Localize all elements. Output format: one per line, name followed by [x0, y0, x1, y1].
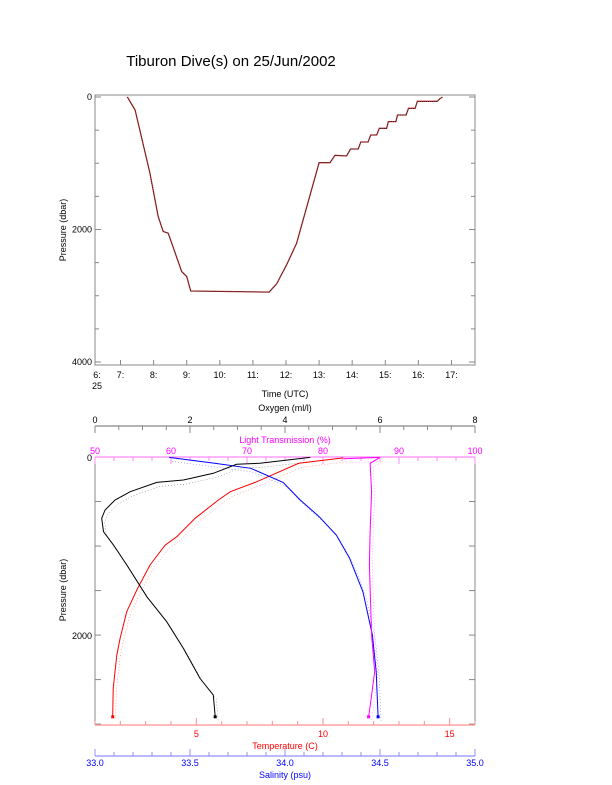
temperature-profile-line	[112, 457, 344, 717]
y-axis-label: Pressure (dbar)	[58, 199, 68, 262]
temperature-end-marker	[111, 715, 115, 719]
dive-pressure-line	[126, 96, 443, 293]
oxygen-tick-label: 0	[92, 415, 97, 425]
salinity-profile-line	[169, 456, 379, 717]
x-tick-label: 11:	[247, 370, 259, 380]
oxygen-end-marker	[213, 715, 217, 719]
y-axis-label: Pressure (dbar)	[58, 559, 68, 622]
temperature-tick-label: 15	[445, 729, 455, 739]
salinity-axis-title: Salinity (psu)	[259, 770, 311, 780]
x-tick-label: 8:	[150, 370, 158, 380]
salinity-tick-label: 34.0	[276, 758, 294, 768]
light-transmission-tick-label: 60	[166, 446, 176, 456]
salinity-tick-label: 33.5	[181, 758, 199, 768]
temperature-tick-label: 5	[194, 729, 199, 739]
x-tick-label: 6:	[93, 370, 101, 380]
x-axis-label: Time (UTC)	[262, 389, 309, 399]
salinity-tick-label: 34.5	[371, 758, 389, 768]
x-tick-label: 12:	[280, 370, 293, 380]
x-tick-label: 17:	[445, 370, 458, 380]
salinity-end-marker	[376, 715, 380, 719]
oxygen-axis-title: Oxygen (ml/l)	[258, 403, 312, 413]
oxygen-tick-label: 2	[187, 415, 192, 425]
x-tick-label: 14:	[346, 370, 359, 380]
light-transmission-axis-title: Light Transmission (%)	[239, 435, 331, 445]
light-transmission-tick-label: 90	[394, 446, 404, 456]
y-tick-label: 2000	[72, 225, 92, 235]
y-tick-label: 0	[87, 453, 92, 463]
figure-title: Tiburon Dive(s) on 25/Jun/2002	[126, 53, 336, 70]
y-tick-label: 4000	[72, 357, 92, 367]
oxygen-tick-label: 8	[472, 415, 477, 425]
temperature-tick-label: 10	[318, 729, 328, 739]
light-transmission-tick-label: 70	[242, 446, 252, 456]
plot-frame	[94, 94, 476, 366]
salinity-profile-secondary	[172, 461, 382, 721]
light-transmission-tick-label: 80	[318, 446, 328, 456]
x-tick-label: 15:	[379, 370, 392, 380]
light-transmission-tick-label: 100	[467, 446, 482, 456]
salinity-tick-label: 33.0	[86, 758, 104, 768]
dive-pressure-line-overlay	[127, 96, 443, 293]
oxygen-tick-label: 4	[282, 415, 287, 425]
light-profile-line	[343, 456, 381, 717]
temperature-axis-title: Temperature (C)	[252, 741, 318, 751]
light-end-marker	[367, 715, 371, 719]
oxygen-tick-label: 6	[377, 415, 382, 425]
x-tick-label: 10:	[214, 370, 227, 380]
x-tick-label: 16:	[412, 370, 425, 380]
x-tick-label: 7:	[117, 370, 125, 380]
y-tick-label: 2000	[72, 631, 92, 641]
x-date-label: 25	[92, 381, 102, 391]
salinity-tick-label: 35.0	[466, 758, 484, 768]
y-tick-label: 0	[87, 92, 92, 102]
oxygen-profile-line	[101, 456, 311, 717]
light-transmission-tick-label: 50	[90, 446, 100, 456]
temperature-profile-secondary	[115, 461, 347, 721]
x-tick-label: 13:	[313, 370, 326, 380]
x-tick-label: 9:	[183, 370, 191, 380]
light-profile-secondary	[346, 461, 384, 721]
